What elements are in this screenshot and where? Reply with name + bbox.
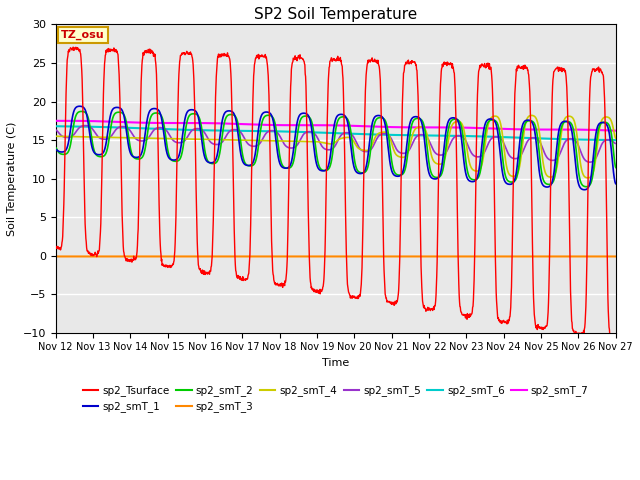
sp2_smT_2 [290, 158, 298, 164]
sp2_smT_6 [52, 123, 60, 129]
sp2_smT_3 [301, 253, 308, 259]
sp2_Tsurface [312, 288, 319, 294]
sp2_smT_1 [371, 114, 378, 120]
sp2_smT_3 [612, 253, 620, 259]
sp2_smT_5 [290, 145, 298, 151]
sp2_smT_4 [371, 136, 378, 142]
sp2_smT_6 [301, 129, 308, 135]
sp2_Tsurface [371, 56, 378, 62]
sp2_smT_6 [118, 125, 125, 131]
sp2_smT_1 [312, 155, 319, 161]
sp2_smT_5 [301, 130, 309, 136]
sp2_Tsurface [612, 337, 620, 343]
sp2_Tsurface [69, 44, 77, 50]
sp2_smT_1 [580, 187, 588, 192]
sp2_smT_7 [371, 124, 378, 130]
Title: SP2 Soil Temperature: SP2 Soil Temperature [254, 7, 417, 22]
sp2_smT_6 [311, 130, 319, 135]
sp2_smT_5 [118, 124, 126, 130]
sp2_smT_5 [81, 123, 89, 129]
sp2_Tsurface [301, 71, 309, 77]
Line: sp2_smT_5: sp2_smT_5 [56, 126, 616, 162]
sp2_smT_4 [584, 175, 591, 181]
sp2_smT_5 [612, 141, 620, 146]
sp2_smT_7 [312, 122, 319, 128]
sp2_smT_1 [301, 110, 309, 116]
sp2_smT_2 [301, 113, 309, 119]
sp2_smT_3 [118, 253, 125, 259]
sp2_smT_4 [528, 112, 536, 118]
sp2_smT_1 [118, 108, 126, 113]
sp2_smT_5 [371, 140, 378, 146]
sp2_smT_3 [311, 253, 319, 259]
sp2_smT_2 [95, 154, 103, 159]
sp2_smT_7 [301, 122, 309, 128]
Line: sp2_smT_6: sp2_smT_6 [56, 126, 616, 140]
sp2_smT_2 [118, 110, 126, 116]
sp2_smT_5 [312, 132, 319, 137]
sp2_Tsurface [95, 247, 103, 253]
sp2_smT_4 [118, 135, 125, 141]
sp2_smT_7 [118, 119, 126, 125]
sp2_smT_2 [52, 144, 60, 150]
sp2_smT_7 [52, 118, 60, 124]
sp2_smT_2 [77, 108, 85, 114]
sp2_smT_3 [371, 253, 378, 259]
sp2_smT_7 [95, 119, 103, 124]
sp2_smT_2 [371, 120, 378, 126]
Line: sp2_smT_1: sp2_smT_1 [56, 106, 616, 190]
Line: sp2_smT_2: sp2_smT_2 [56, 111, 616, 187]
sp2_smT_4 [289, 138, 297, 144]
sp2_smT_4 [301, 139, 308, 144]
Text: TZ_osu: TZ_osu [61, 30, 105, 40]
sp2_smT_5 [95, 135, 103, 141]
sp2_smT_6 [289, 129, 297, 134]
sp2_smT_3 [289, 253, 297, 259]
Legend: sp2_Tsurface, sp2_smT_1, sp2_smT_2, sp2_smT_3, sp2_smT_4, sp2_smT_5, sp2_smT_6, : sp2_Tsurface, sp2_smT_1, sp2_smT_2, sp2_… [79, 381, 593, 417]
sp2_Tsurface [118, 212, 126, 217]
Line: sp2_smT_7: sp2_smT_7 [56, 121, 616, 131]
sp2_Tsurface [290, 56, 298, 61]
sp2_smT_4 [612, 135, 620, 141]
X-axis label: Time: Time [322, 358, 349, 368]
sp2_smT_2 [312, 142, 319, 147]
sp2_smT_4 [52, 133, 60, 139]
sp2_smT_7 [612, 128, 620, 133]
sp2_smT_4 [311, 139, 319, 144]
sp2_smT_7 [290, 122, 298, 128]
sp2_smT_6 [612, 137, 620, 143]
sp2_smT_1 [52, 146, 60, 152]
sp2_smT_3 [52, 253, 60, 259]
sp2_smT_1 [76, 103, 83, 109]
sp2_smT_1 [612, 181, 620, 187]
sp2_smT_5 [52, 127, 60, 133]
Line: sp2_smT_4: sp2_smT_4 [56, 115, 616, 178]
sp2_smT_1 [290, 146, 298, 152]
sp2_smT_5 [586, 159, 594, 165]
sp2_smT_3 [95, 253, 103, 259]
sp2_Tsurface [608, 338, 616, 344]
sp2_smT_1 [95, 152, 103, 157]
sp2_smT_6 [371, 132, 378, 137]
sp2_smT_2 [582, 184, 590, 190]
sp2_smT_4 [95, 134, 103, 140]
sp2_smT_6 [95, 124, 103, 130]
Line: sp2_Tsurface: sp2_Tsurface [56, 47, 616, 341]
sp2_smT_2 [612, 165, 620, 170]
sp2_smT_7 [61, 118, 68, 124]
Y-axis label: Soil Temperature (C): Soil Temperature (C) [7, 121, 17, 236]
sp2_Tsurface [52, 245, 60, 251]
